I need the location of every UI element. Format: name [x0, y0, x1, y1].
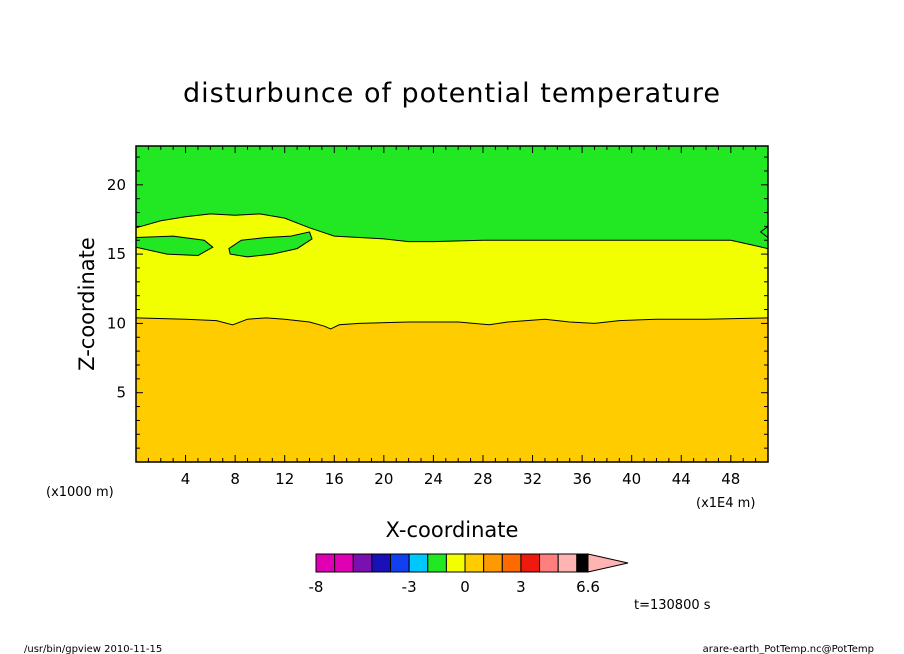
footer-left: /usr/bin/gpview 2010-11-15: [24, 644, 162, 654]
region-upper: [136, 146, 768, 249]
x-tick-label: 4: [181, 470, 191, 488]
colorbar-cell: [316, 554, 335, 572]
x-unit-label: (x1E4 m): [696, 496, 755, 511]
colorbar-cell: [483, 553, 503, 573]
plot-frame: [135, 145, 769, 463]
y-tick-label: 5: [116, 384, 126, 402]
colorbar-cell: [464, 553, 485, 573]
x-tick-label: 32: [523, 470, 542, 488]
axis-ticks: [136, 146, 768, 462]
colorbar-cell: [408, 553, 429, 573]
x-axis-label: X-coordinate: [386, 518, 519, 542]
contour-line-lower: [135, 317, 769, 330]
y-tick-label: 20: [107, 176, 126, 194]
colorbar-extension: [587, 553, 629, 573]
x-tick-label: 16: [325, 470, 344, 488]
z-unit-label: (x1000 m): [46, 485, 114, 500]
colorbar-cell: [576, 553, 589, 573]
colorbar-cell: [371, 553, 392, 573]
colorbar-frame: [315, 553, 589, 573]
colorbar-cell: [520, 553, 541, 573]
contour-island-2: [228, 231, 313, 258]
y-tick-label: 15: [107, 245, 126, 263]
colorbar-labels: -8 -3 0 3 6.6: [309, 578, 600, 596]
colorbar-cell: [334, 553, 354, 573]
x-tick-label: 48: [721, 470, 740, 488]
contour-line-upper: [135, 213, 769, 250]
contour-island-1: [135, 235, 214, 257]
y-axis-label: Z-coordinate: [75, 237, 99, 371]
colorbar-tick-label: -3: [402, 578, 417, 596]
colorbar-tick-label: 6.6: [576, 578, 600, 596]
colorbar-tick-label: 0: [460, 578, 470, 596]
x-tick-label: 36: [573, 470, 592, 488]
x-tick-label: 44: [672, 470, 691, 488]
y-tick-label: 10: [107, 314, 126, 332]
colorbar-tick-label: -8: [309, 578, 324, 596]
plot-area: [135, 145, 769, 463]
time-label: t=130800 s: [634, 598, 711, 613]
colorbar: [315, 553, 629, 573]
colorbar-cell: [445, 553, 466, 573]
x-tick-label: 40: [622, 470, 641, 488]
x-tick-label: 20: [374, 470, 393, 488]
colorbar-cell: [557, 553, 578, 573]
colorbar-cell: [427, 553, 447, 573]
chart-title: disturbunce of potential temperature: [183, 78, 721, 109]
colorbar-cell: [352, 553, 373, 573]
x-tick-label: 12: [275, 470, 294, 488]
footer-right: arare-earth_PotTemp.nc@PotTemp: [703, 644, 874, 654]
x-tick-label: 24: [424, 470, 443, 488]
colorbar-tick-label: 3: [516, 578, 526, 596]
x-tick-label: 28: [473, 470, 492, 488]
colorbar-cell: [501, 553, 522, 573]
x-tick-label: 8: [230, 470, 240, 488]
colorbar-cell: [390, 553, 410, 573]
colorbar-cell: [539, 553, 559, 573]
